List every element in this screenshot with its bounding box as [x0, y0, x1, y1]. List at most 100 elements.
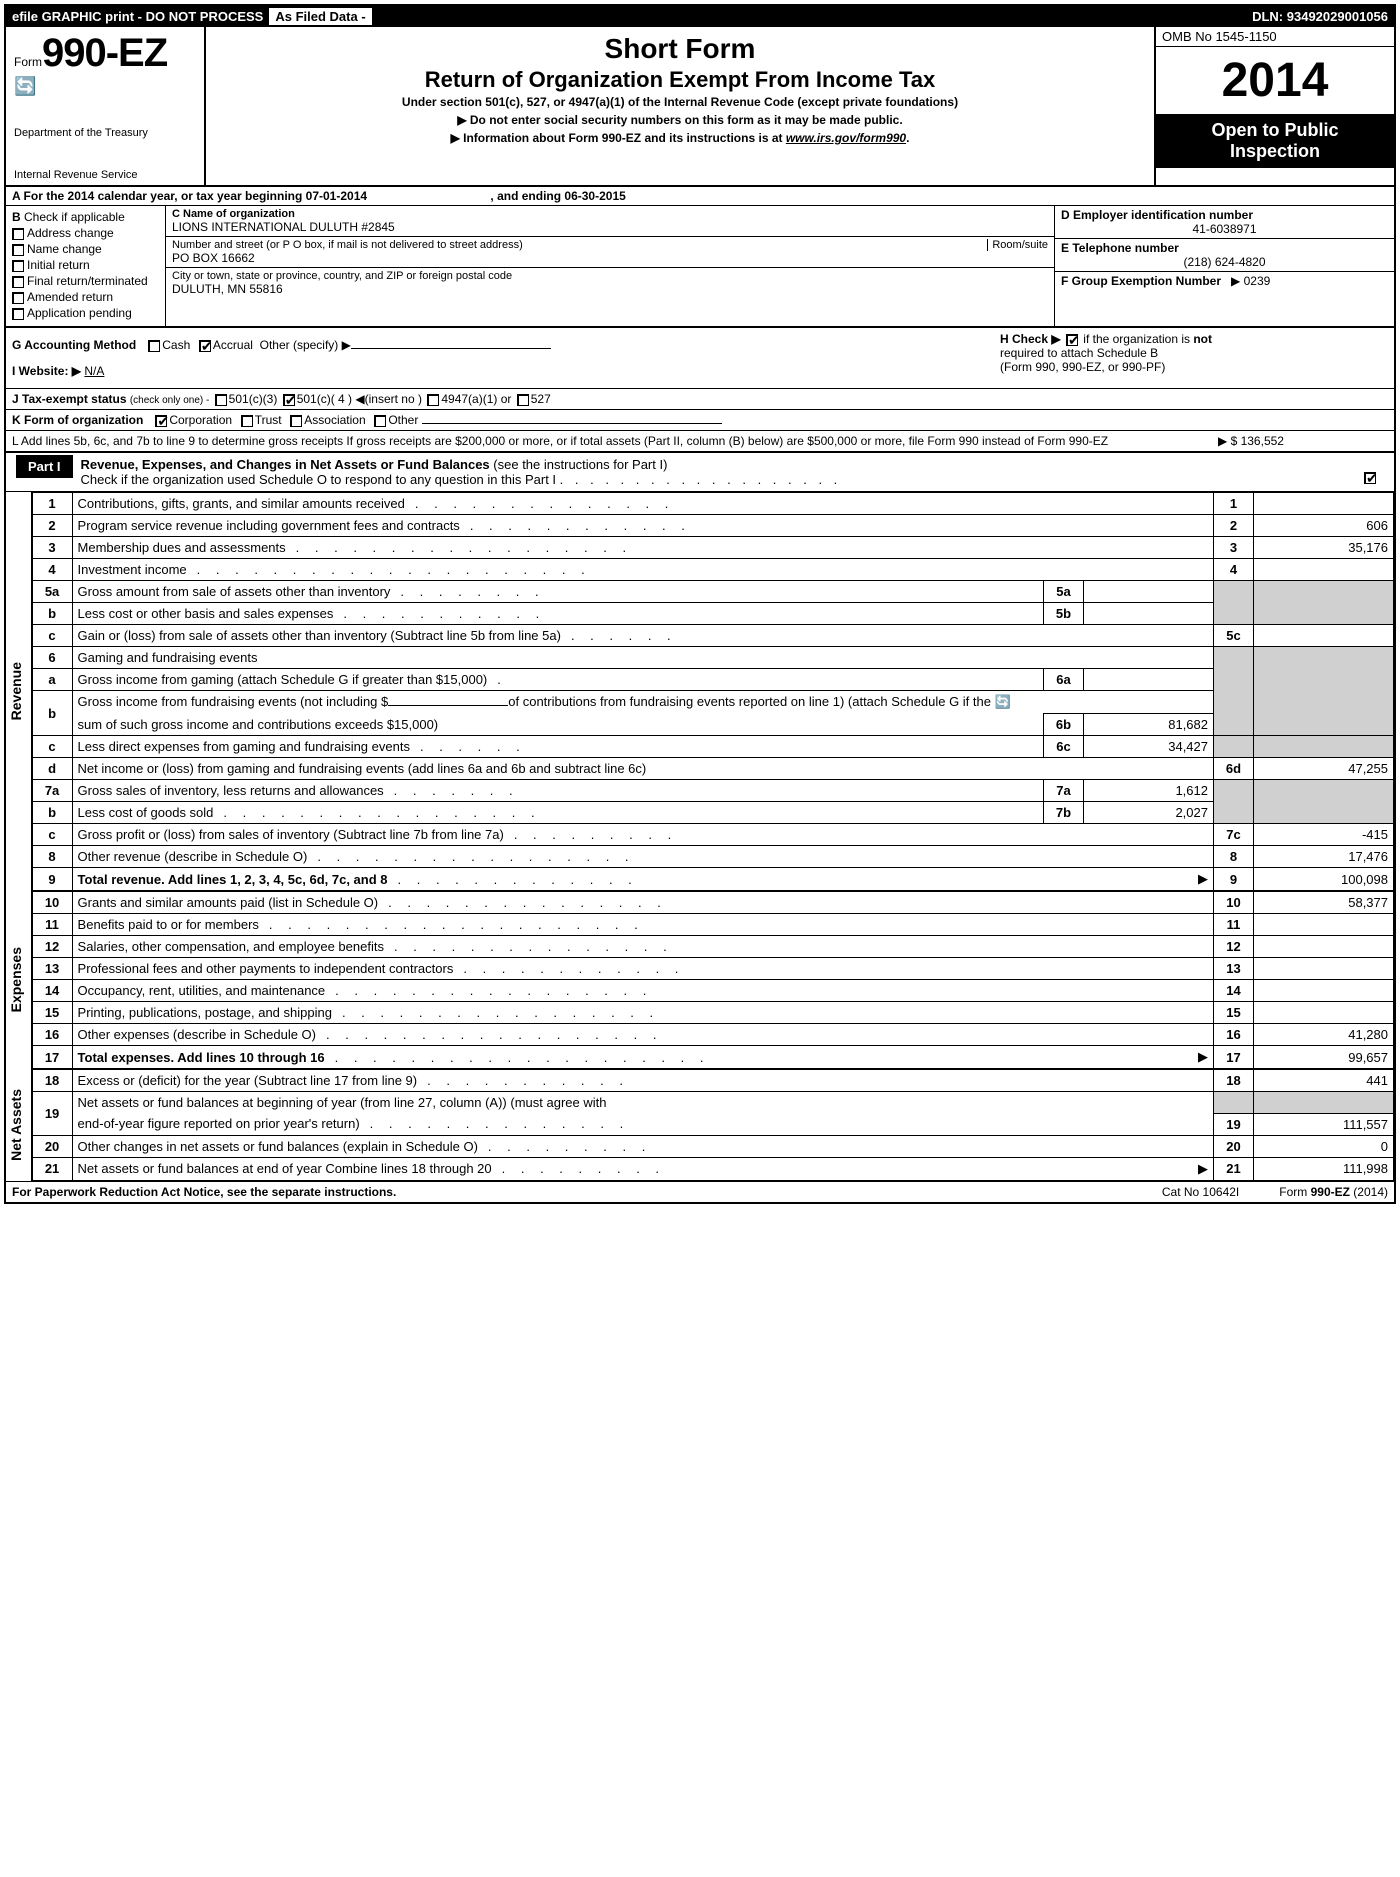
revenue-table: 1Contributions, gifts, grants, and simil… — [32, 492, 1394, 891]
checkbox-cash[interactable] — [148, 340, 160, 352]
ending-text: , and ending 06-30-2015 — [490, 189, 625, 203]
calendar-year-text: A For the 2014 calendar year, or tax yea… — [12, 189, 367, 203]
section-def: D Employer identification number 41-6038… — [1054, 206, 1394, 326]
irs-label: Internal Revenue Service — [14, 169, 196, 181]
checkbox-other[interactable] — [374, 415, 386, 427]
note-ssn: ▶ Do not enter social security numbers o… — [216, 113, 1144, 127]
line-6d: dNet income or (loss) from gaming and fu… — [32, 758, 1393, 780]
efile-notice: efile GRAPHIC print - DO NOT PROCESS — [12, 9, 263, 24]
omb-number: OMB No 1545-1150 — [1156, 27, 1394, 47]
netassets-label: Net Assets — [6, 1089, 30, 1161]
org-name: LIONS INTERNATIONAL DULUTH #2845 — [172, 220, 1048, 234]
form-number: 990-EZ — [42, 31, 167, 75]
expenses-label: Expenses — [6, 947, 30, 1012]
line-16: 16Other expenses (describe in Schedule O… — [32, 1024, 1393, 1046]
netassets-section: Net Assets 18Excess or (deficit) for the… — [6, 1069, 1394, 1181]
line-5c: cGain or (loss) from sale of assets othe… — [32, 625, 1393, 647]
note-info: ▶ Information about Form 990-EZ and its … — [216, 131, 1144, 145]
open-inspection: Open to Public Inspection — [1156, 114, 1394, 168]
line-19: 19Net assets or fund balances at beginni… — [32, 1092, 1393, 1114]
line-1: 1Contributions, gifts, grants, and simil… — [32, 493, 1393, 515]
expenses-table: 10Grants and similar amounts paid (list … — [32, 891, 1394, 1069]
org-city: DULUTH, MN 55816 — [172, 282, 1048, 296]
header: Form990-EZ 🔄 Department of the Treasury … — [6, 27, 1394, 187]
checkbox-final-return[interactable] — [12, 276, 24, 288]
line-2: 2Program service revenue including gover… — [32, 515, 1393, 537]
section-c: C Name of organization LIONS INTERNATION… — [166, 206, 1054, 326]
part-i-header: Part I Revenue, Expenses, and Changes in… — [6, 453, 1394, 492]
checkbox-trust[interactable] — [241, 415, 253, 427]
checkbox-accrual[interactable] — [199, 340, 211, 352]
line-20: 20Other changes in net assets or fund ba… — [32, 1135, 1393, 1157]
checkbox-501c[interactable] — [283, 394, 295, 406]
checkbox-name-change[interactable] — [12, 244, 24, 256]
line-4: 4Investment income. . . . . . . . . . . … — [32, 559, 1393, 581]
checkbox-address-change[interactable] — [12, 228, 24, 240]
line-10: 10Grants and similar amounts paid (list … — [32, 892, 1393, 914]
line-7b: bLess cost of goods sold. . . . . . . . … — [32, 802, 1393, 824]
dept-treasury: Department of the Treasury — [14, 127, 196, 139]
checkbox-schedule-o[interactable] — [1364, 472, 1376, 484]
section-k: K Form of organization Corporation Trust… — [6, 410, 1394, 431]
form-page: efile GRAPHIC print - DO NOT PROCESS As … — [4, 4, 1396, 1204]
line-15: 15Printing, publications, postage, and s… — [32, 1002, 1393, 1024]
checkbox-corp[interactable] — [155, 415, 167, 427]
checkbox-4947[interactable] — [427, 394, 439, 406]
line-13: 13Professional fees and other payments t… — [32, 958, 1393, 980]
revenue-section: Revenue 1Contributions, gifts, grants, a… — [6, 492, 1394, 891]
form-prefix: Form — [14, 55, 42, 69]
line-3: 3Membership dues and assessments. . . . … — [32, 537, 1393, 559]
gross-receipts: $ 136,552 — [1231, 434, 1284, 448]
line-6c: cLess direct expenses from gaming and fu… — [32, 736, 1393, 758]
line-7a: 7aGross sales of inventory, less returns… — [32, 780, 1393, 802]
checkbox-501c3[interactable] — [215, 394, 227, 406]
header-right: OMB No 1545-1150 2014 Open to Public Ins… — [1154, 27, 1394, 185]
top-bar: efile GRAPHIC print - DO NOT PROCESS As … — [6, 6, 1394, 27]
line-8: 8Other revenue (describe in Schedule O).… — [32, 846, 1393, 868]
line-11: 11Benefits paid to or for members. . . .… — [32, 914, 1393, 936]
line-6: 6Gaming and fundraising events — [32, 647, 1393, 669]
line-5b: bLess cost or other basis and sales expe… — [32, 603, 1393, 625]
row-a: A For the 2014 calendar year, or tax yea… — [6, 187, 1394, 206]
section-b: B Check if applicable Address change Nam… — [6, 206, 166, 326]
irs-link[interactable]: www.irs.gov/form990 — [786, 131, 906, 145]
line-12: 12Salaries, other compensation, and empl… — [32, 936, 1393, 958]
org-street: PO BOX 16662 — [172, 251, 1048, 265]
line-18: 18Excess or (deficit) for the year (Subt… — [32, 1070, 1393, 1092]
info-block: B Check if applicable Address change Nam… — [6, 206, 1394, 328]
header-left: Form990-EZ 🔄 Department of the Treasury … — [6, 27, 206, 185]
footer: For Paperwork Reduction Act Notice, see … — [6, 1181, 1394, 1202]
status-block: G Accounting Method Cash Accrual Other (… — [6, 328, 1394, 389]
footer-left: For Paperwork Reduction Act Notice, see … — [12, 1185, 396, 1199]
checkbox-pending[interactable] — [12, 308, 24, 320]
checkbox-schedule-b[interactable] — [1066, 334, 1078, 346]
line-7c: cGross profit or (loss) from sales of in… — [32, 824, 1393, 846]
line-6b: bGross income from fundraising events (n… — [32, 691, 1393, 714]
netassets-table: 18Excess or (deficit) for the year (Subt… — [32, 1069, 1394, 1181]
title-return: Return of Organization Exempt From Incom… — [216, 67, 1144, 93]
section-l: L Add lines 5b, 6c, and 7b to line 9 to … — [6, 431, 1394, 453]
line-9: 9Total revenue. Add lines 1, 2, 3, 4, 5c… — [32, 868, 1393, 891]
expenses-section: Expenses 10Grants and similar amounts pa… — [6, 891, 1394, 1069]
dln: DLN: 93492029001056 — [1252, 9, 1388, 24]
checkbox-assoc[interactable] — [290, 415, 302, 427]
title-short-form: Short Form — [216, 33, 1144, 65]
group-exemption: 0239 — [1244, 274, 1271, 288]
tax-year: 2014 — [1156, 47, 1394, 114]
website: N/A — [84, 364, 104, 378]
revenue-label: Revenue — [6, 662, 30, 720]
subtitle: Under section 501(c), 527, or 4947(a)(1)… — [216, 95, 1144, 109]
checkbox-527[interactable] — [517, 394, 529, 406]
line-17: 17Total expenses. Add lines 10 through 1… — [32, 1046, 1393, 1069]
header-center: Short Form Return of Organization Exempt… — [206, 27, 1154, 185]
as-filed-badge: As Filed Data - — [269, 8, 371, 25]
checkbox-initial-return[interactable] — [12, 260, 24, 272]
checkbox-amended[interactable] — [12, 292, 24, 304]
footer-form: Form 990-EZ (2014) — [1279, 1185, 1388, 1199]
line-21: 21Net assets or fund balances at end of … — [32, 1157, 1393, 1180]
line-14: 14Occupancy, rent, utilities, and mainte… — [32, 980, 1393, 1002]
telephone: (218) 624-4820 — [1061, 255, 1388, 269]
line-5a: 5aGross amount from sale of assets other… — [32, 581, 1393, 603]
footer-cat: Cat No 10642I — [1162, 1185, 1239, 1199]
line-6a: aGross income from gaming (attach Schedu… — [32, 669, 1393, 691]
